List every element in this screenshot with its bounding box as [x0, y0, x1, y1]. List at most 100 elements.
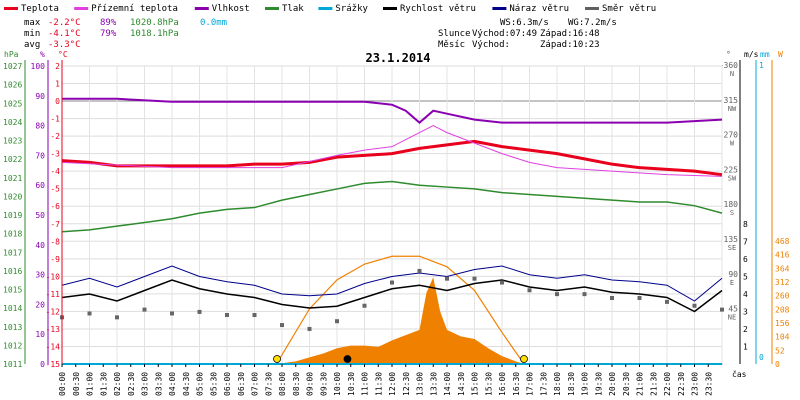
wind-dir-point [115, 315, 119, 320]
wind-dir-point [720, 307, 724, 312]
x-tick-label: 20:30 [622, 372, 631, 396]
wind-dir-tick-label: 135 [724, 235, 739, 244]
legend-label: Rychlost větru [400, 4, 476, 14]
legend-label: Teplota [21, 4, 59, 14]
sun-elevation-curve [275, 255, 525, 365]
x-tick-label: 02:30 [127, 372, 136, 396]
solar-tick-label: 156 [775, 319, 790, 328]
x-tick-label: 00:00 [58, 372, 67, 396]
x-tick-label: 12:00 [388, 372, 397, 396]
humidity-tick-label: 40 [35, 241, 45, 250]
wind-dir-compass-label: E [730, 279, 734, 287]
x-tick-label: 05:30 [209, 372, 218, 396]
wind-dir-point [225, 313, 229, 318]
wind-speed-tick-label: 4 [743, 290, 748, 299]
legend-label: Vlhkost [212, 4, 250, 14]
x-tick-label: 09:30 [319, 372, 328, 396]
x-tick-label: 11:30 [374, 372, 383, 396]
stats-max-label: max [24, 18, 41, 28]
x-tick-label: 01:30 [99, 372, 108, 396]
wind-dir-compass-label: N [730, 70, 734, 78]
x-tick-label: 11:00 [361, 372, 370, 396]
humidity-tick-label: 90 [35, 92, 45, 101]
wind-speed-tick-label: 1 [743, 343, 748, 352]
temperature-tick-label: -6 [50, 202, 60, 211]
rain-unit: mm [760, 50, 770, 59]
chart-title: 23.1.2014 [365, 51, 430, 65]
wind-dir-tick-label: 315 [724, 96, 739, 105]
wind-dir-point [170, 311, 174, 316]
temperature-tick-label: -11 [46, 290, 61, 299]
humidity-tick-label: 70 [35, 151, 45, 160]
temperature-tick-label: -9 [50, 255, 60, 264]
x-tick-label: 04:00 [168, 372, 177, 396]
pressure-tick-label: 1012 [3, 341, 22, 350]
stats-min-label: min [24, 29, 40, 39]
legend-label: Přízemní teplota [91, 4, 178, 14]
pressure-tick-label: 1022 [3, 155, 22, 164]
temperature-tick-label: -7 [50, 220, 60, 229]
wind-dir-point [280, 323, 284, 328]
temperature-tick-label: -14 [46, 342, 61, 351]
temperature-tick-label: -5 [50, 185, 60, 194]
wind-dir-compass-label: W [730, 140, 735, 148]
wind-dir-point [445, 276, 449, 281]
stats-min-temp: -4.1°C [48, 29, 81, 39]
pressure-tick-label: 1024 [3, 118, 22, 127]
pressure-tick-label: 1011 [3, 360, 22, 369]
x-tick-label: 15:30 [484, 372, 493, 396]
stats-block: max -2.2°C 89% 1020.8hPa 0.0mm min -4.1°… [24, 18, 227, 50]
x-tick-label: 15:00 [471, 372, 480, 396]
info-sunrise: Východ:07:49 [472, 29, 537, 39]
plot-area [60, 65, 724, 365]
axis-unit-headers: hPa % °C ° m/s mm W [4, 50, 783, 59]
temperature-tick-label: 1 [55, 80, 60, 89]
stats-min-hum: 79% [100, 29, 117, 39]
wind-dir-point [582, 292, 587, 297]
wind-dir-point [692, 303, 697, 308]
sunset-marker [520, 355, 528, 363]
info-moonrise: Východ: [472, 40, 510, 50]
x-tick-label: 00:30 [72, 372, 81, 396]
x-tick-label: 14:30 [457, 372, 466, 396]
x-tick-label: 23:30 [704, 372, 713, 396]
x-tick-label: 04:30 [182, 372, 191, 396]
x-tick-label: 16:30 [512, 372, 521, 396]
wind-dir-point [87, 311, 92, 316]
solar-tick-label: 364 [775, 264, 790, 273]
wind-speed-tick-label: 8 [743, 220, 748, 229]
temperature-tick-label: -3 [50, 150, 60, 159]
x-tick-label: 19:30 [594, 372, 603, 396]
series-teplota [61, 139, 723, 177]
x-tick-label: 21:30 [649, 372, 658, 396]
x-tick-label: 18:30 [567, 372, 576, 396]
stats-avg-label: avg [24, 40, 40, 50]
x-tick-label: 06:30 [237, 372, 246, 396]
wind-dir-compass-label: S [730, 209, 734, 217]
info-block: WS:6.3m/s WG:7.2m/s Slunce Východ:07:49 … [438, 18, 617, 50]
x-tick-label: 08:30 [292, 372, 301, 396]
wind-dir-point [555, 292, 559, 297]
legend-swatch [194, 7, 209, 10]
wind-speed-unit: m/s [744, 50, 759, 59]
x-tick-label: 20:00 [608, 372, 617, 396]
sunrise-marker [273, 355, 281, 363]
temperature-tick-label: 2 [55, 62, 60, 71]
x-tick-label: 10:30 [347, 372, 356, 396]
x-tick-label: 22:00 [663, 372, 672, 396]
legend-label: Náraz větru [509, 4, 569, 14]
pressure-tick-label: 1013 [3, 323, 22, 332]
wind-dir-compass-label: NW [728, 105, 737, 113]
moonset-marker [343, 355, 352, 363]
wind-speed-tick-label: 6 [743, 255, 748, 264]
humidity-unit: % [40, 50, 45, 59]
humidity-tick-label: 30 [35, 271, 45, 280]
pressure-tick-label: 1027 [3, 62, 22, 71]
wind-dir-point [500, 280, 504, 285]
stats-max-temp: -2.2°C [48, 18, 81, 28]
pressure-unit: hPa [4, 50, 19, 59]
wind-dir-point [665, 299, 669, 304]
wind-speed-tick-label: 2 [743, 325, 748, 334]
wind-speed-tick-label: 5 [743, 273, 748, 282]
